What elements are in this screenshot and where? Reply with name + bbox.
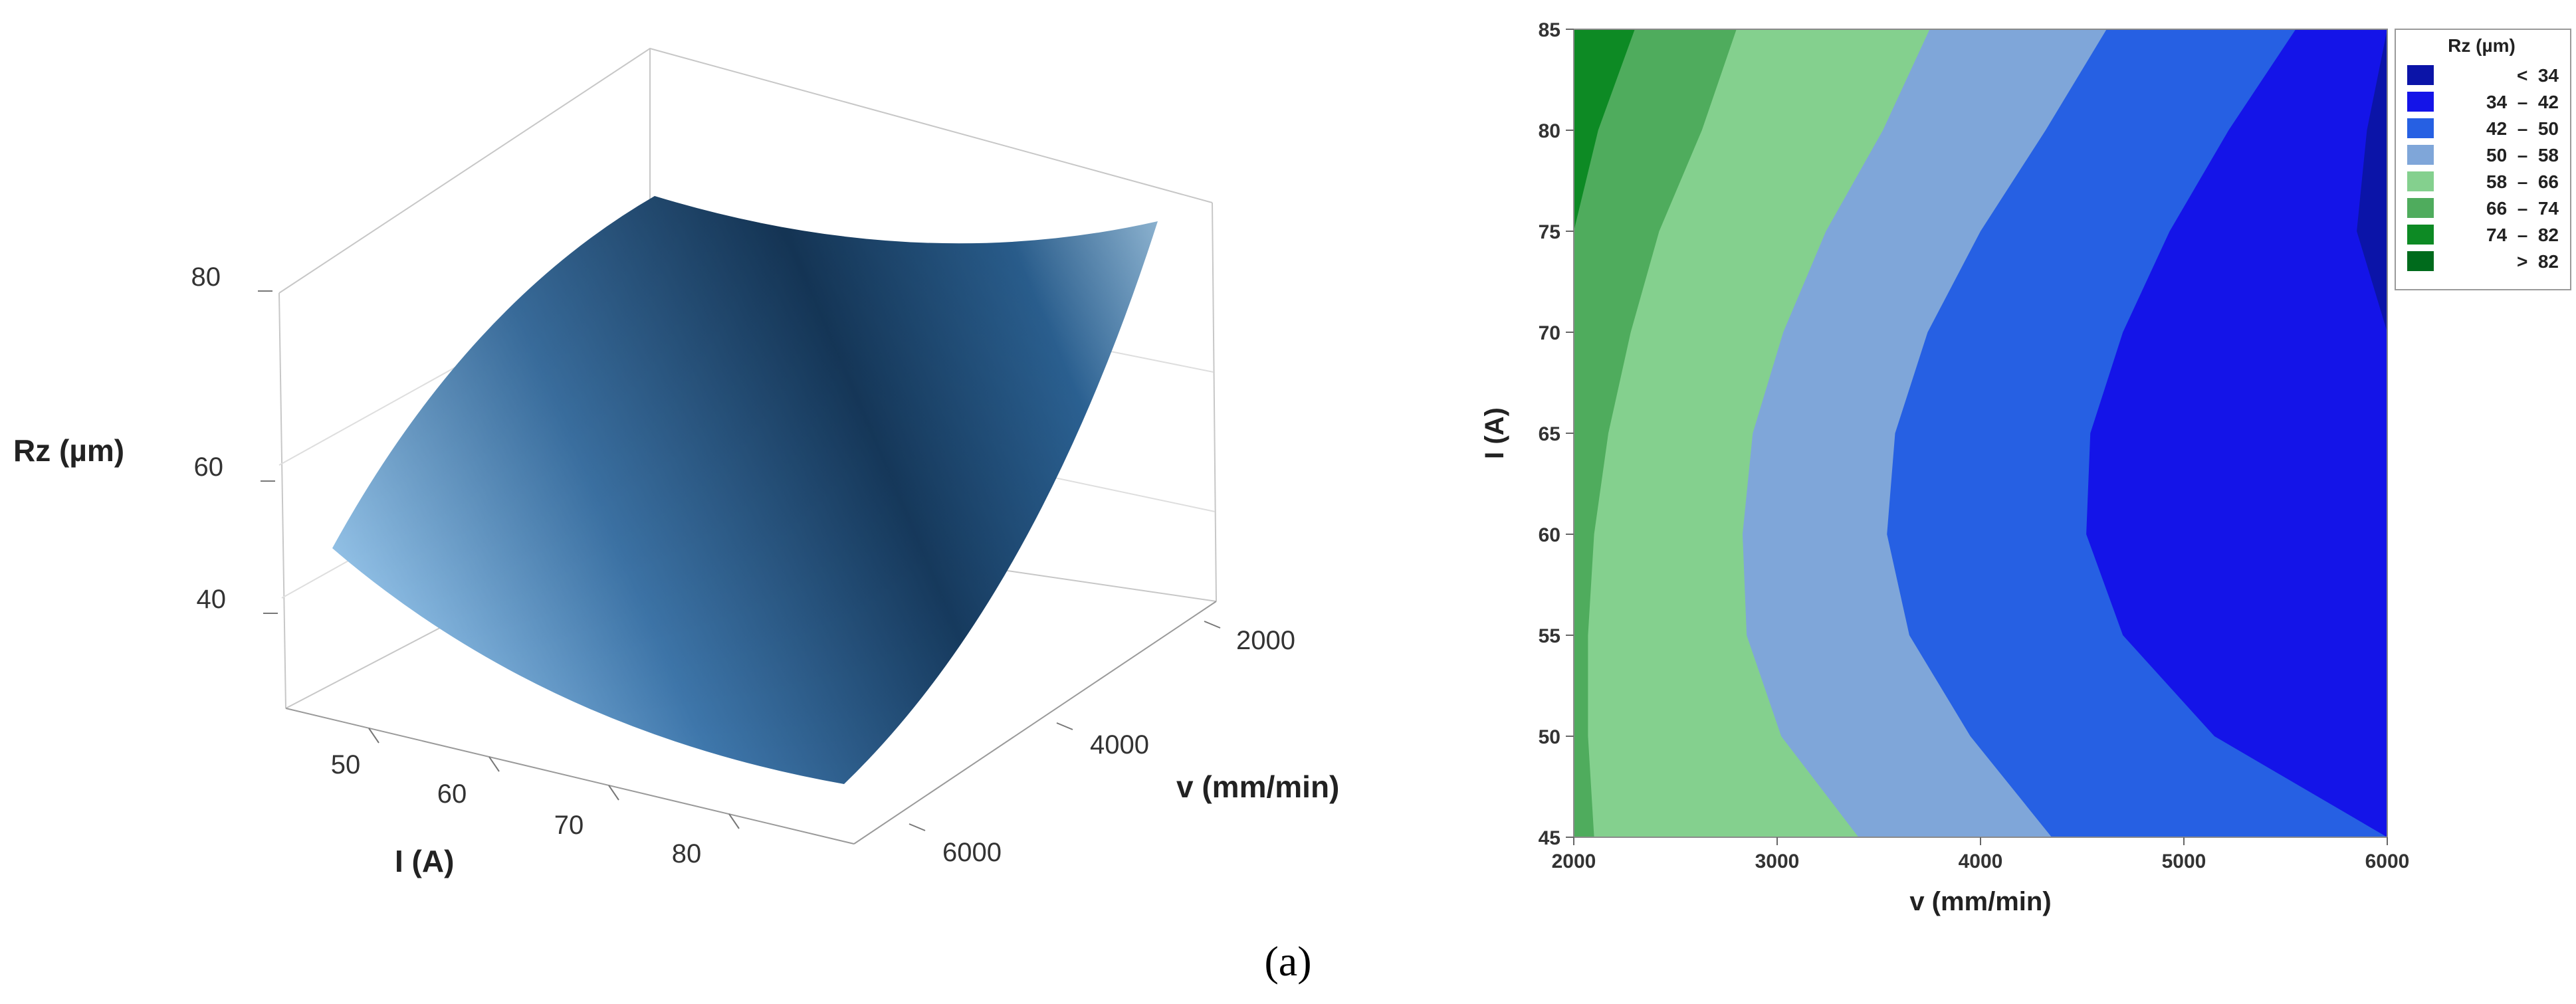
contour-y-tick-label: 65 bbox=[1539, 423, 1560, 445]
legend-label: 34 – 42 bbox=[2486, 92, 2559, 112]
response-surface bbox=[332, 196, 1158, 784]
i-axis bbox=[368, 728, 740, 829]
contour-y-axis-label: I (A) bbox=[1480, 407, 1509, 459]
v-tick-label: 6000 bbox=[942, 838, 1002, 867]
contour-y-tick-label: 70 bbox=[1539, 322, 1560, 344]
z-tick-label: 40 bbox=[197, 585, 227, 614]
i-tick-label: 80 bbox=[672, 839, 702, 868]
i-tick-label: 50 bbox=[331, 750, 361, 779]
legend-label: 42 – 50 bbox=[2486, 118, 2559, 139]
contour-legend: Rz (µm) < 34 34 – 42 42 – 50 50 – 58 58 – 66… bbox=[2395, 29, 2571, 290]
legend-swatch bbox=[2407, 198, 2434, 218]
contour-region-66-74 bbox=[1574, 29, 1737, 837]
contour-x-tick-label: 2000 bbox=[1552, 851, 1596, 872]
contour-y-tick-label: 45 bbox=[1539, 827, 1560, 849]
contour-y-tick-label: 80 bbox=[1539, 120, 1560, 142]
surface-shading bbox=[332, 196, 1158, 784]
legend-label: 58 – 66 bbox=[2486, 171, 2559, 192]
i-axis-label: I (A) bbox=[395, 844, 454, 878]
legend-swatch bbox=[2407, 65, 2434, 85]
legend-swatch bbox=[2407, 118, 2434, 138]
legend-swatch bbox=[2407, 225, 2434, 245]
legend-label: 66 – 74 bbox=[2486, 198, 2559, 219]
z-tick-label: 60 bbox=[194, 452, 224, 482]
contour-x-tick-label: 4000 bbox=[1959, 851, 2003, 872]
contour-chart: 2000 3000 4000 5000 6000 45 50 55 60 65 70 75 80 85 v… bbox=[1480, 19, 2571, 916]
z-tick-label: 80 bbox=[191, 262, 221, 292]
surface-chart: 80 60 40 Rz (µm) 50 60 70 80 I (A) 2000 … bbox=[13, 47, 1339, 878]
v-axis-label: v (mm/min) bbox=[1176, 769, 1339, 804]
contour-y-tick-label: 55 bbox=[1539, 625, 1560, 647]
z-axis bbox=[258, 290, 278, 614]
contour-region-74-82 bbox=[1574, 29, 1635, 231]
contour-x-tick-label: 3000 bbox=[1755, 851, 1800, 872]
v-tick-label: 4000 bbox=[1090, 730, 1149, 759]
legend-swatch bbox=[2407, 145, 2434, 165]
legend-label: > 82 bbox=[2517, 251, 2559, 272]
contour-y-tick-label: 50 bbox=[1539, 726, 1560, 748]
i-tick-label: 70 bbox=[554, 811, 584, 840]
legend-swatch bbox=[2407, 92, 2434, 112]
contour-x-axis-label: v (mm/min) bbox=[1909, 887, 2051, 916]
v-tick-label: 2000 bbox=[1236, 626, 1295, 655]
legend-title: Rz (µm) bbox=[2448, 35, 2516, 56]
legend-label: 50 – 58 bbox=[2486, 145, 2559, 165]
contour-y-tick-label: 60 bbox=[1539, 524, 1560, 546]
legend-swatch bbox=[2407, 251, 2434, 271]
i-tick-label: 60 bbox=[437, 779, 467, 809]
contour-x-tick-label: 6000 bbox=[2365, 851, 2410, 872]
contour-y-tick-label: 85 bbox=[1539, 19, 1560, 41]
contour-y-tick-label: 75 bbox=[1539, 221, 1560, 243]
z-axis-label: Rz (µm) bbox=[13, 433, 124, 468]
contour-region-58-66 bbox=[1574, 29, 1930, 837]
legend-label: 74 – 82 bbox=[2486, 225, 2559, 245]
contour-region-lt-34 bbox=[2357, 29, 2387, 332]
legend-label: < 34 bbox=[2517, 65, 2559, 86]
contour-x-tick-label: 5000 bbox=[2162, 851, 2206, 872]
v-axis bbox=[909, 621, 1221, 831]
legend-swatch bbox=[2407, 171, 2434, 191]
figure-caption: (a) bbox=[1264, 938, 1311, 985]
